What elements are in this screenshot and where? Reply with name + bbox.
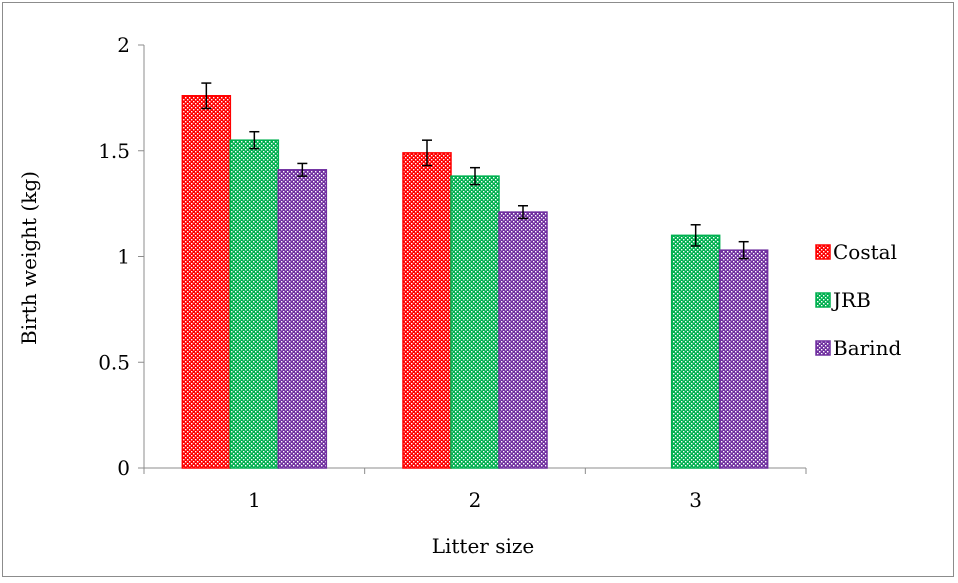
bar-jrb-1	[229, 139, 280, 469]
error-bar	[470, 166, 480, 186]
error-bar	[738, 240, 749, 260]
y-tick-label: 2	[117, 33, 130, 57]
legend-swatch	[815, 244, 831, 260]
x-tick-label: 1	[248, 488, 261, 512]
legend-label: Costal	[833, 240, 897, 264]
bar-costal-1	[181, 95, 232, 469]
bar-jrb-2	[450, 175, 500, 469]
legend-swatch	[815, 340, 831, 356]
y-tick-label: 0.5	[98, 350, 130, 374]
legend-item-jrb: JRB	[815, 288, 871, 312]
legend: Costal JRB Barind	[815, 240, 901, 360]
legend-label: Barind	[833, 336, 901, 360]
legend-label: JRB	[831, 288, 871, 312]
bar-barind-1	[277, 169, 328, 469]
legend-swatch	[815, 292, 831, 308]
error-bar	[690, 224, 701, 247]
bar-barind-3	[718, 249, 769, 469]
error-bar	[201, 82, 212, 110]
bar-chart: 0 0.5 1 1.5 2 1 2 3 Litter size Birth weight (k…	[17, 33, 901, 558]
legend-item-costal: Costal	[815, 240, 897, 264]
y-tick-label: 0	[117, 456, 130, 480]
y-tick-label: 1.5	[98, 139, 130, 163]
error-bar	[249, 130, 260, 150]
legend-item-barind: Barind	[815, 336, 901, 360]
error-bar	[518, 204, 528, 220]
error-bar	[422, 139, 432, 167]
x-tick-label: 3	[689, 488, 702, 512]
y-axis-label: Birth weight (kg)	[17, 171, 41, 345]
bar-costal-2	[402, 152, 452, 469]
error-bar	[297, 162, 308, 177]
x-tick-label: 2	[469, 488, 482, 512]
x-axis-label: Litter size	[432, 534, 535, 558]
bar-barind-2	[498, 211, 548, 469]
bar-jrb-3	[670, 234, 721, 469]
y-tick-label: 1	[117, 245, 130, 269]
